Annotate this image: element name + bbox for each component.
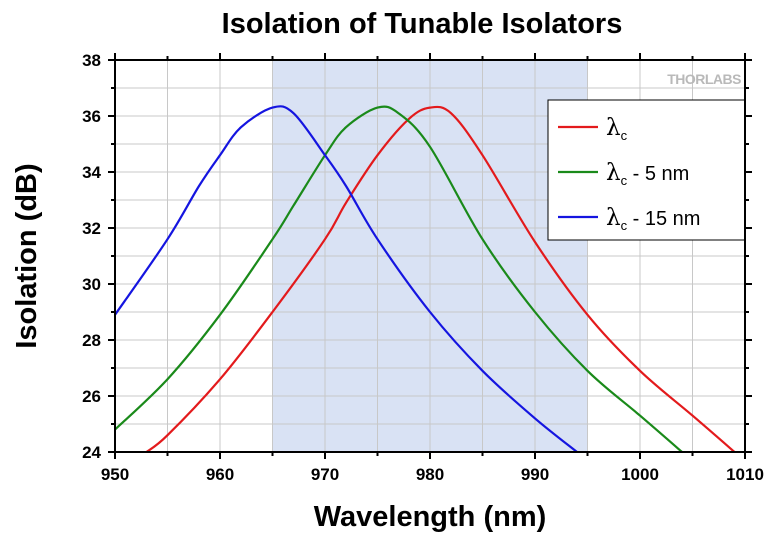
- series-line-2: [115, 105, 683, 452]
- y-tick-label: 28: [82, 331, 101, 350]
- legend-item-1: λc: [558, 115, 628, 143]
- y-tick-label: 26: [82, 387, 101, 406]
- chart-title: Isolation of Tunable Isolators: [222, 8, 623, 40]
- axes: 950 960 970 980 990 1000 1010 24 26 28 30 32 34 36 38: [82, 51, 764, 484]
- series-line-3: [115, 105, 578, 452]
- legend-label: λc - 5 nm: [606, 160, 689, 188]
- legend-label: λc - 15 nm: [606, 205, 700, 233]
- y-tick-label: 30: [82, 275, 101, 294]
- y-tick-label: 24: [82, 443, 101, 462]
- series-line-1: [145, 105, 736, 452]
- legend: λc λc - 5 nm λc - 15 nm: [547, 99, 746, 241]
- x-tick-label: 960: [206, 465, 234, 484]
- x-tick-label: 990: [521, 465, 549, 484]
- y-axis-title: Isolation (dB): [11, 163, 43, 348]
- x-tick-label: 1010: [726, 465, 764, 484]
- y-tick-label: 34: [82, 163, 101, 182]
- x-tick-label: 970: [311, 465, 339, 484]
- x-axis-title: Wavelength (nm): [314, 501, 547, 533]
- legend-item-3: λc - 15 nm: [558, 205, 700, 233]
- y-tick-label: 36: [82, 107, 101, 126]
- legend-label: λc: [606, 115, 628, 143]
- legend-item-2: λc - 5 nm: [558, 160, 689, 188]
- watermark-logo: THORLABS: [667, 71, 741, 87]
- x-tick-label: 980: [416, 465, 444, 484]
- x-tick-label: 1000: [621, 465, 659, 484]
- x-tick-label: 950: [101, 465, 129, 484]
- y-tick-label: 32: [82, 219, 101, 238]
- y-tick-label: 38: [82, 51, 101, 70]
